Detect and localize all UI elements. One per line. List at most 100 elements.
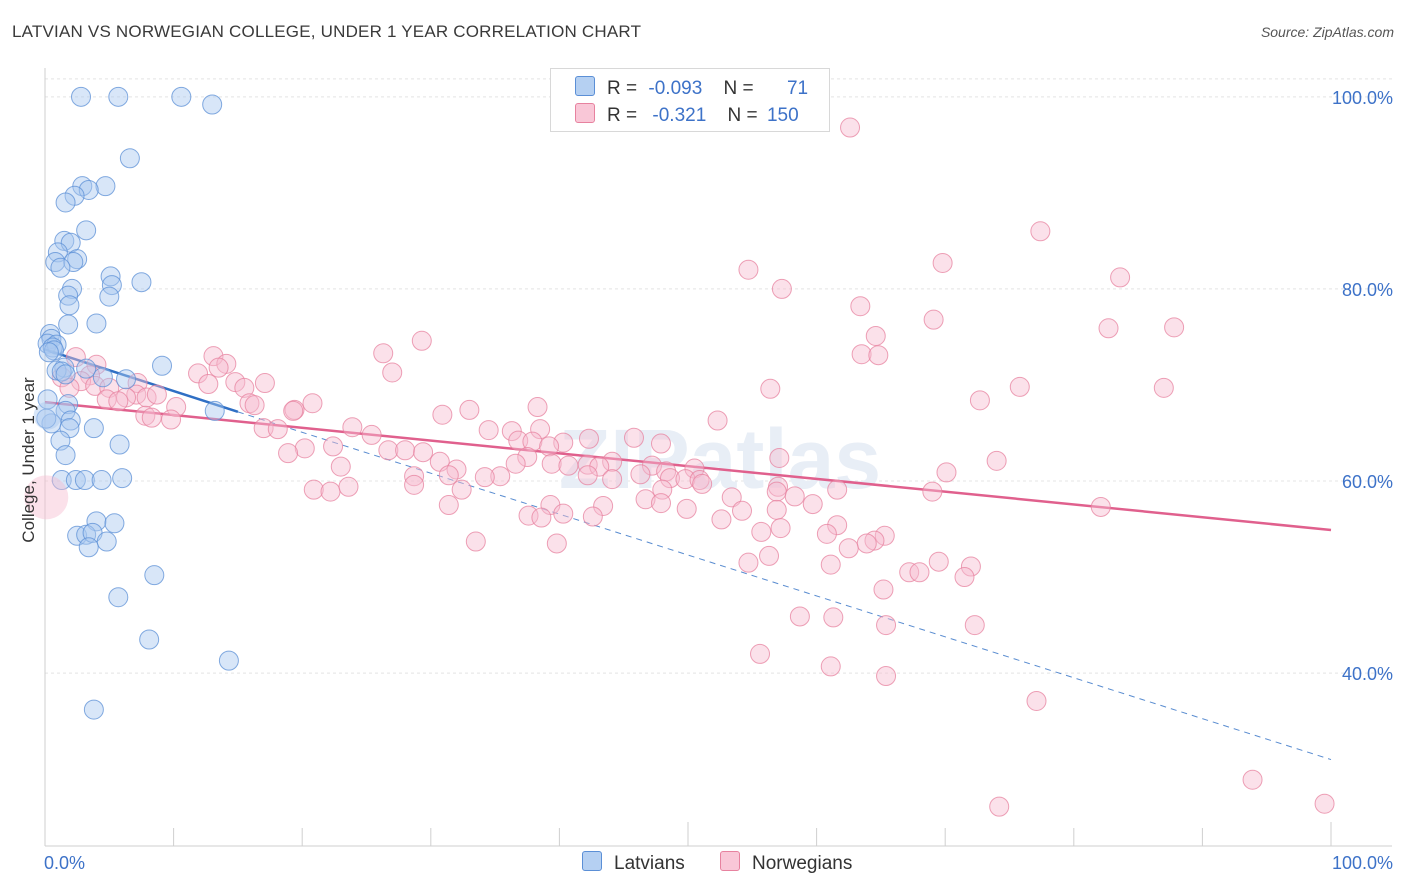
norwegian-point — [802, 494, 823, 515]
norwegian-point — [623, 427, 644, 448]
norwegian-point — [630, 464, 651, 485]
norwegian-point — [840, 117, 861, 138]
latvian-point — [91, 470, 112, 491]
legend-n-label: N = — [723, 78, 754, 99]
norwegian-point — [541, 453, 562, 474]
norwegian-point — [827, 479, 848, 500]
norwegian-point — [738, 259, 759, 280]
norwegian-point — [465, 531, 486, 552]
latvian-point — [54, 357, 75, 378]
norwegian-point — [404, 474, 425, 495]
latvian-point — [38, 342, 59, 363]
latvian-trend-extension — [237, 411, 1332, 761]
norwegian-point — [582, 506, 603, 527]
latvian-point — [60, 410, 81, 431]
legend-r-value-norwegians: -0.321 — [652, 105, 707, 126]
bottom-legend-norwegians: Norwegians — [720, 851, 852, 875]
norwegian-point — [59, 377, 80, 398]
norwegian-point — [923, 309, 944, 330]
norwegian-point — [1110, 267, 1131, 288]
latvian-point — [55, 445, 76, 466]
norwegian-point — [518, 505, 539, 526]
norwegian-point — [873, 579, 894, 600]
latvian-point — [139, 629, 160, 650]
latvian-point — [171, 86, 192, 107]
latvian-point — [55, 192, 76, 213]
norwegian-point — [659, 468, 680, 489]
norwegian-point — [960, 556, 981, 577]
norwegian-point — [1098, 318, 1119, 339]
latvian-point — [51, 470, 72, 491]
norwegian-point — [922, 481, 943, 502]
norwegian-point — [932, 252, 953, 273]
norwegian-point — [823, 607, 844, 628]
norwegian-point — [141, 407, 162, 428]
norwegian-point — [438, 465, 459, 486]
latvian-point — [218, 650, 239, 671]
legend-row-norwegians: R = -0.321 N = 150 — [575, 103, 799, 127]
latvian-point — [116, 369, 137, 390]
norwegian-point — [478, 420, 499, 441]
legend-swatch-norwegians — [575, 103, 595, 123]
latvian-point — [58, 314, 79, 335]
latvian-point — [76, 358, 97, 379]
latvian-point — [50, 257, 71, 278]
norwegian-point — [330, 456, 351, 477]
data-points — [24, 86, 1335, 817]
latvian-point — [109, 434, 130, 455]
latvian-point — [108, 587, 129, 608]
latvian-point — [51, 361, 72, 382]
latvian-point — [99, 286, 120, 307]
latvian-point — [108, 86, 129, 107]
norwegian-point — [876, 665, 897, 686]
norwegian-point — [378, 440, 399, 461]
norwegian-point — [732, 500, 753, 521]
norwegian-point — [161, 409, 182, 430]
norwegian-point — [692, 473, 713, 494]
norwegian-point — [784, 486, 805, 507]
latvian-point — [37, 389, 58, 410]
norwegian-point — [850, 296, 871, 317]
latvian-point — [112, 468, 133, 489]
norwegian-point — [899, 562, 920, 583]
norwegian-point — [208, 357, 229, 378]
latvian-point — [63, 252, 84, 273]
latvian-point — [92, 367, 113, 388]
y-tick-label: 100.0% — [1332, 88, 1393, 108]
norwegian-point — [838, 538, 859, 559]
norwegian-point — [750, 643, 771, 664]
latvian-point — [86, 511, 107, 532]
norwegian-point — [404, 466, 425, 487]
norwegian-point — [676, 498, 697, 519]
norwegian-point — [432, 404, 453, 425]
y-tick-label: 60.0% — [1342, 472, 1393, 492]
y-axis-label: College, Under 1 year — [19, 377, 38, 543]
latvian-point — [152, 355, 173, 376]
latvian-point — [204, 400, 225, 421]
norwegian-point — [1242, 769, 1263, 790]
norwegian-point — [1164, 317, 1185, 338]
norwegian-point — [413, 442, 434, 463]
norwegian-point — [86, 354, 107, 375]
norwegian-point — [294, 438, 315, 459]
norwegian-point — [827, 515, 848, 536]
norwegian-point — [602, 469, 623, 490]
bottom-legend-label-latvians: Latvians — [614, 853, 685, 874]
norwegian-point — [766, 499, 787, 520]
norwegian-point — [558, 455, 579, 476]
latvian-point — [59, 295, 80, 316]
chart-title: LATVIAN VS NORWEGIAN COLLEGE, UNDER 1 YE… — [12, 22, 642, 41]
legend-r-label: R = — [607, 105, 638, 126]
norwegian-point — [253, 418, 274, 439]
legend-r-value-latvians: -0.093 — [648, 78, 703, 99]
norwegian-point — [546, 533, 567, 554]
norwegian-point — [689, 470, 710, 491]
norwegian-trend-line — [44, 401, 1332, 532]
norwegian-point-large — [24, 475, 69, 520]
norwegian-point — [969, 390, 990, 411]
norwegian-point — [711, 509, 732, 530]
norwegian-point — [553, 503, 574, 524]
norwegian-point — [527, 397, 548, 418]
trendlines — [44, 348, 1332, 761]
